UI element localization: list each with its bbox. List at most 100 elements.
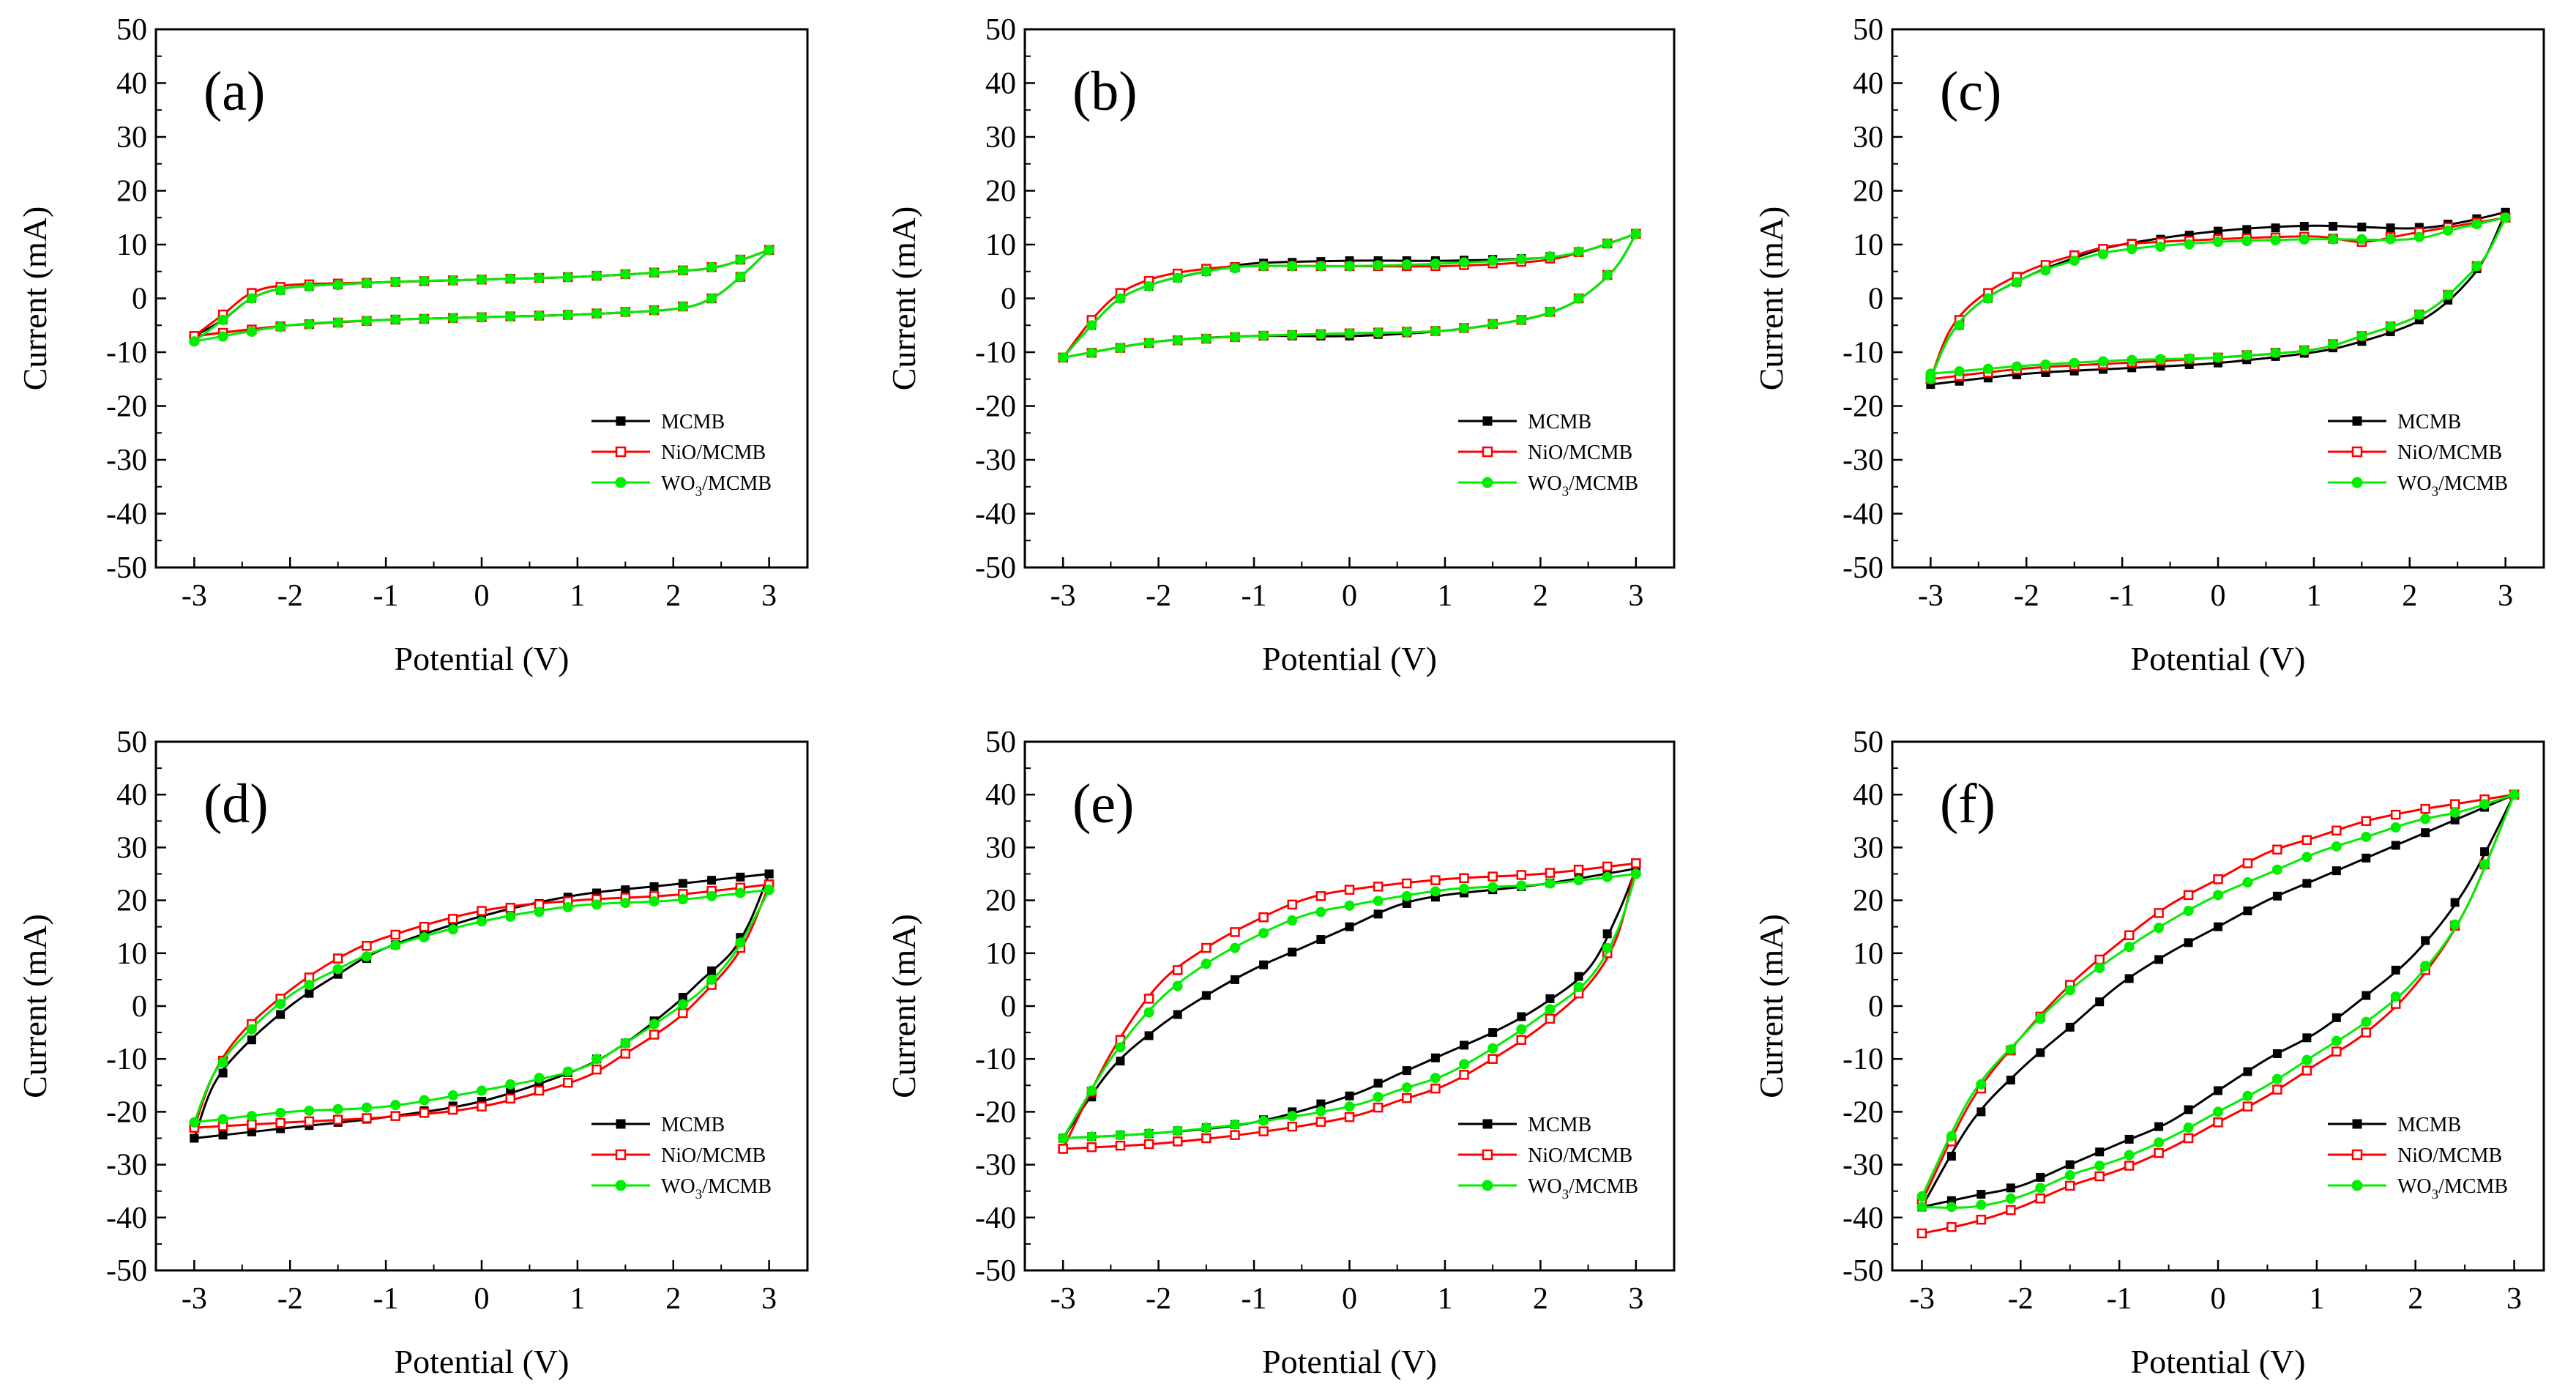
x-tick-label: 2 [2402, 579, 2417, 613]
y-tick-label: -20 [106, 390, 147, 424]
data-point [1373, 1102, 1384, 1113]
legend-label-part: /MCMB [2438, 1175, 2508, 1198]
data-point [447, 924, 458, 935]
y-tick-label: -50 [975, 1254, 1016, 1288]
data-point [1230, 975, 1239, 984]
x-tick-label: 2 [2408, 1282, 2423, 1316]
series-nio-mcmb [189, 879, 774, 1133]
data-point [2012, 361, 2023, 372]
x-tick-label: 3 [2506, 1282, 2522, 1316]
x-axis-title: Potential (V) [2131, 640, 2306, 677]
legend-marker [615, 477, 627, 488]
data-point [2361, 816, 2372, 827]
y-tick-label: -50 [106, 1254, 147, 1288]
data-point [1573, 982, 1584, 993]
data-point [1115, 293, 1126, 304]
data-point [2124, 1150, 2135, 1161]
y-tick-label: 30 [1853, 831, 1884, 865]
data-point [1345, 922, 1354, 931]
data-point [275, 321, 286, 332]
data-point [505, 911, 516, 922]
y-tick-label: 50 [116, 726, 147, 759]
data-point [1201, 991, 1211, 1000]
x-tick-label: 3 [1628, 1282, 1643, 1316]
x-tick-label: -1 [1242, 579, 1267, 613]
data-point [735, 887, 746, 898]
data-point [534, 1085, 545, 1096]
data-point [1373, 1079, 1383, 1088]
data-point [1430, 1073, 1441, 1084]
y-tick-label: 40 [116, 67, 147, 101]
y-tick-label: -40 [1843, 498, 1884, 532]
x-axis-title: Potential (V) [1262, 640, 1437, 677]
data-point [2040, 359, 2051, 370]
data-point [2299, 222, 2309, 231]
x-axis-title: Potential (V) [2131, 1343, 2306, 1380]
data-point [2302, 1033, 2312, 1043]
data-point [2036, 1048, 2045, 1057]
data-point [2385, 321, 2396, 332]
data-point [620, 1038, 631, 1049]
y-tick-label: 30 [985, 831, 1016, 865]
data-point [275, 999, 286, 1010]
data-point [1086, 320, 1097, 331]
data-point [1976, 1107, 1986, 1117]
data-point [1545, 994, 1555, 1003]
data-point [2241, 236, 2252, 247]
legend-label: WO3/MCMB [2397, 472, 2508, 499]
data-point [2443, 225, 2454, 236]
y-tick-label: 0 [132, 990, 147, 1024]
data-point [1401, 259, 1412, 270]
y-tick-label: 50 [116, 13, 147, 47]
data-point [1115, 343, 1126, 354]
data-point [189, 1117, 200, 1128]
data-point [362, 940, 372, 951]
data-point [1316, 935, 1326, 945]
data-point [1229, 942, 1240, 953]
y-tick-label: 20 [116, 885, 147, 918]
data-point [477, 1085, 487, 1096]
data-point [304, 281, 315, 292]
data-point [1373, 909, 1383, 919]
x-tick-label: 1 [2306, 579, 2321, 613]
data-point [477, 1101, 487, 1112]
data-point [2272, 1049, 2282, 1058]
data-point [591, 899, 602, 910]
data-point [1602, 861, 1613, 872]
data-point [1373, 882, 1384, 892]
data-point [1344, 328, 1355, 339]
data-point [1573, 246, 1584, 257]
data-point [2183, 906, 2194, 917]
data-point [362, 1113, 372, 1123]
data-point [1315, 1106, 1326, 1117]
data-point [2064, 985, 2075, 996]
y-tick-label: 10 [985, 937, 1016, 971]
data-point [2094, 1171, 2105, 1182]
y-tick-label: 0 [1868, 990, 1884, 1024]
panel-label: (b) [1072, 61, 1138, 122]
legend: MCMB NiO/MCMB WO3/MCMB [1458, 411, 1638, 499]
y-tick-label: -30 [1843, 444, 1884, 477]
series-wo3-mcmb [1916, 789, 2520, 1213]
data-point [2183, 1122, 2194, 1133]
data-point [1517, 1012, 1526, 1021]
data-point [1976, 1199, 1987, 1210]
data-point [1143, 994, 1154, 1004]
data-point [1487, 1054, 1498, 1064]
data-point [1631, 858, 1641, 868]
data-point [2450, 898, 2460, 907]
data-point [276, 1010, 285, 1019]
data-point [1954, 366, 1965, 377]
data-point [1144, 1031, 1154, 1040]
data-point [677, 894, 688, 905]
data-point [2005, 1044, 2016, 1055]
data-point [1602, 238, 1613, 249]
data-point [1315, 261, 1326, 272]
y-tick-label: 30 [116, 831, 147, 865]
data-point [1229, 263, 1240, 274]
data-point [1201, 958, 1212, 969]
data-point [649, 267, 660, 278]
data-point [2302, 879, 2312, 888]
data-point [764, 885, 774, 896]
data-point [1258, 261, 1269, 272]
